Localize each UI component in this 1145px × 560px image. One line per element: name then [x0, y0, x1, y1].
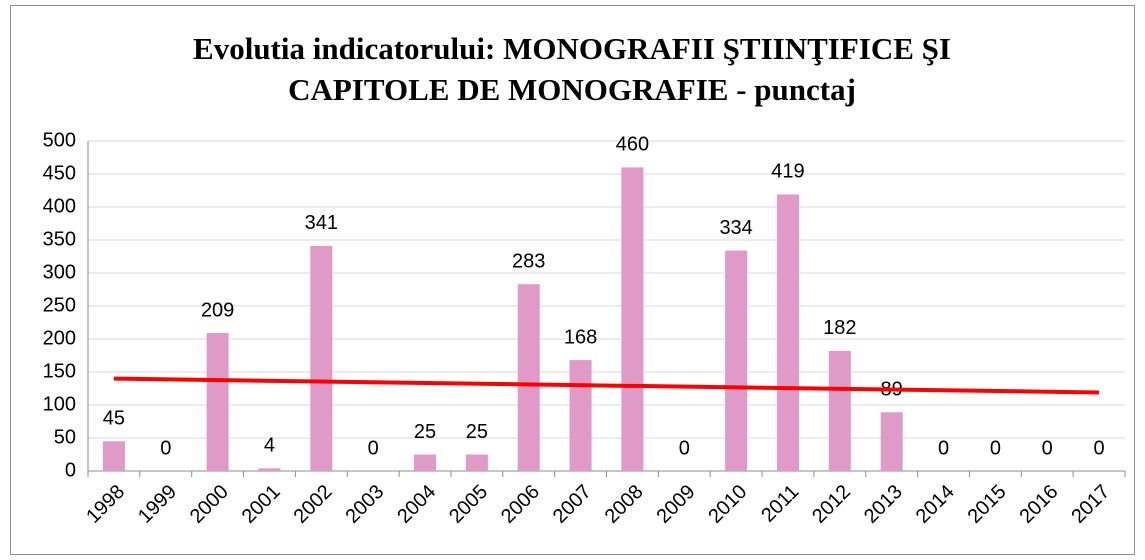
y-tick-label: 100 [43, 393, 76, 415]
bar [258, 468, 281, 471]
bar [206, 333, 229, 471]
bar [465, 454, 488, 471]
data-label: 283 [512, 251, 545, 273]
data-label: 168 [564, 326, 597, 348]
data-label: 460 [616, 134, 649, 156]
data-label: 45 [103, 408, 125, 430]
data-label: 334 [719, 217, 752, 239]
bar [880, 412, 903, 471]
bar [414, 454, 437, 471]
data-label: 0 [990, 437, 1001, 459]
bar [569, 360, 592, 471]
bar [102, 441, 125, 471]
chart-title: CAPITOLE DE MONOGRAFIE - punctaj [288, 72, 856, 107]
y-tick-label: 200 [43, 327, 76, 349]
data-label: 419 [771, 161, 804, 183]
data-label: 0 [1094, 437, 1105, 459]
y-tick-label: 250 [43, 294, 76, 316]
y-tick-label: 400 [43, 195, 76, 217]
data-label: 25 [414, 421, 436, 443]
chart-title: Evolutia indicatorului: MONOGRAFII ŞTIIN… [193, 31, 951, 66]
data-label: 4 [264, 435, 275, 457]
data-label: 0 [938, 437, 949, 459]
y-tick-label: 300 [43, 261, 76, 283]
data-label: 0 [368, 437, 379, 459]
y-tick-label: 350 [43, 228, 76, 250]
data-label: 0 [679, 437, 690, 459]
data-label: 209 [201, 299, 234, 321]
y-tick-label: 50 [54, 426, 76, 448]
data-label: 0 [160, 437, 171, 459]
data-label: 25 [466, 421, 488, 443]
bar [725, 250, 748, 471]
data-label: 0 [1042, 437, 1053, 459]
y-tick-label: 500 [43, 129, 76, 151]
y-tick-label: 0 [65, 459, 76, 481]
bar [517, 284, 540, 471]
bar [310, 245, 333, 471]
trendline [113, 376, 1100, 395]
bar [776, 194, 799, 471]
bar [621, 167, 644, 471]
y-tick-label: 450 [43, 162, 76, 184]
data-label: 341 [305, 212, 338, 234]
bar [828, 350, 851, 471]
data-label: 182 [823, 317, 856, 339]
y-tick-label: 150 [43, 360, 76, 382]
